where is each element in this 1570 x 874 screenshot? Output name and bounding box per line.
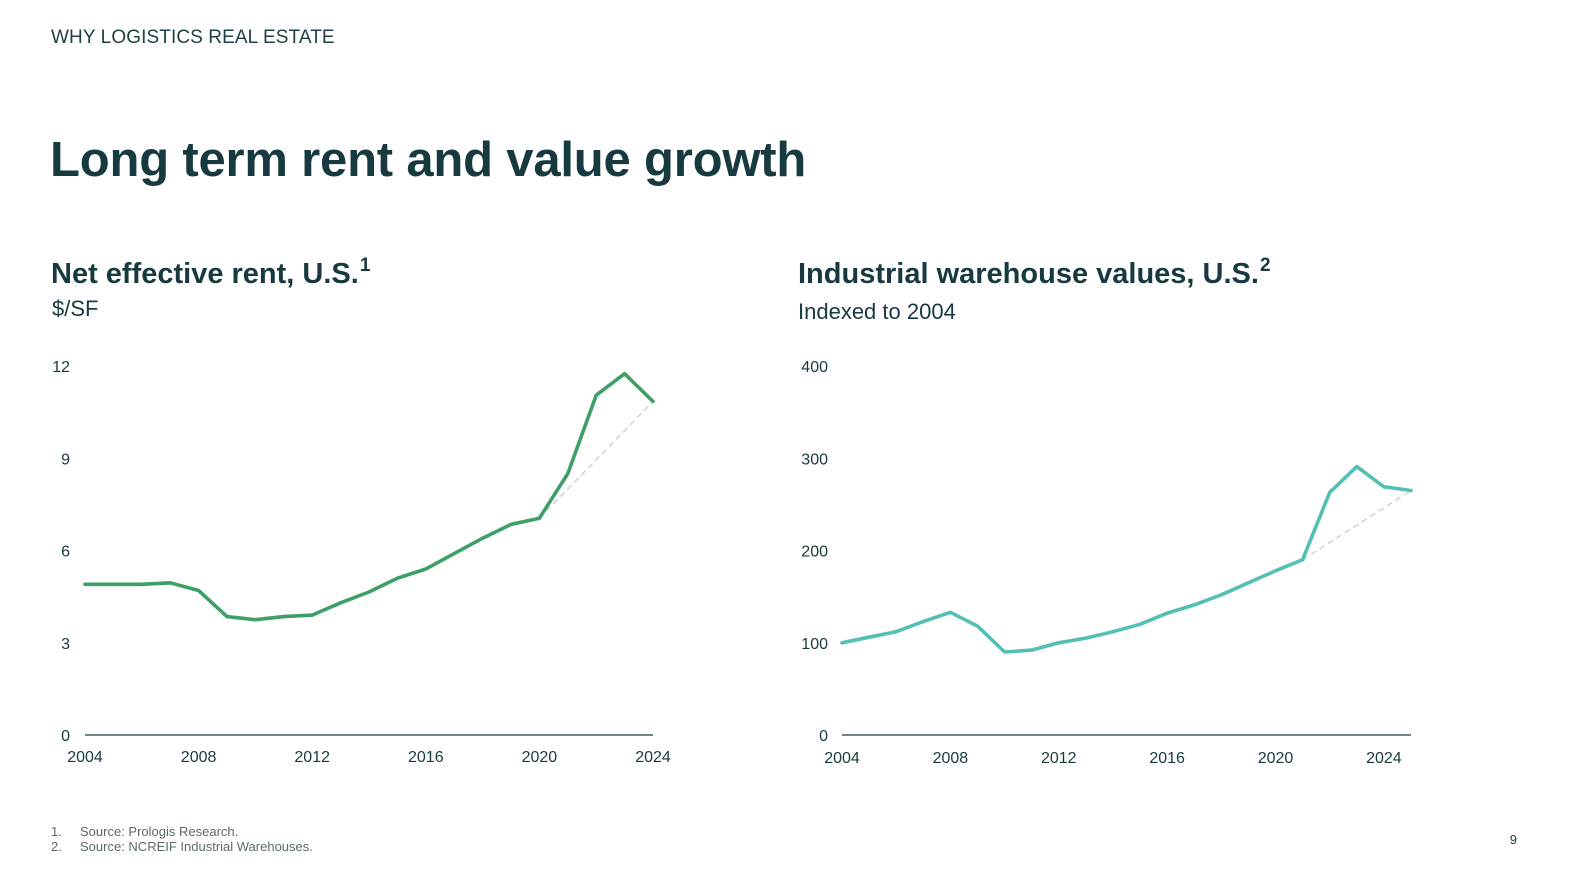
rent-chart-title-text: Net effective rent, U.S. xyxy=(51,258,359,290)
rent-chart-title: Net effective rent, U.S.1 xyxy=(51,255,371,291)
rent-data-point xyxy=(566,472,570,476)
values-data-point xyxy=(1219,593,1223,597)
rent-data-point xyxy=(509,522,513,527)
values-x-tick-label: 2020 xyxy=(1258,750,1294,767)
values-data-point xyxy=(894,630,898,634)
rent-trend-line xyxy=(538,400,654,519)
rent-data-point xyxy=(282,615,286,619)
values-data-point xyxy=(1084,636,1088,640)
rent-chart-subtitle: $/SF xyxy=(52,296,99,321)
values-chart-title: Industrial warehouse values, U.S.2 xyxy=(798,255,1271,291)
rent-data-point xyxy=(395,576,399,580)
values-data-point xyxy=(1355,465,1359,469)
rent-y-tick-label: 0 xyxy=(61,728,70,745)
footnote-1-text: Source: Prologis Research. xyxy=(80,824,239,839)
rent-x-tick-label: 2004 xyxy=(67,749,103,766)
rent-footnote-mark: 1 xyxy=(359,255,371,276)
footnote-2-number: 2. xyxy=(51,839,62,854)
values-data-point xyxy=(1246,581,1250,585)
footnote-2-text: Source: NCREIF Industrial Warehouses. xyxy=(80,839,313,854)
rent-data-point xyxy=(594,393,598,397)
rent-data-point xyxy=(651,399,655,403)
values-footnote-mark: 2 xyxy=(1259,255,1271,276)
rent-y-tick-label: 6 xyxy=(61,544,70,561)
values-y-tick-label: 300 xyxy=(801,451,828,468)
rent-y-tick-label: 3 xyxy=(61,636,70,653)
rent-x-tick-label: 2008 xyxy=(181,749,217,766)
values-y-tick-label: 100 xyxy=(801,636,828,653)
rent-data-point xyxy=(140,582,144,586)
values-data-point xyxy=(1382,485,1386,489)
rent-data-point xyxy=(168,581,172,585)
rent-data-point xyxy=(623,372,627,376)
values-trend-line xyxy=(1302,489,1412,561)
values-data-point xyxy=(867,635,871,639)
rent-data-point xyxy=(253,618,257,622)
values-data-point xyxy=(921,619,925,624)
values-data-point xyxy=(1301,558,1305,562)
rent-data-point xyxy=(424,567,428,571)
values-chart-subtitle: Indexed to 2004 xyxy=(798,299,956,324)
values-chart-title-text: Industrial warehouse values, U.S. xyxy=(798,258,1259,290)
rent-data-point xyxy=(481,536,485,540)
rent-y-tick-label: 12 xyxy=(52,359,70,376)
values-data-point xyxy=(840,641,844,645)
rent-x-tick-label: 2016 xyxy=(408,749,444,766)
rent-x-tick-label: 2020 xyxy=(522,749,558,766)
rent-data-point xyxy=(452,552,456,556)
values-series-line xyxy=(840,464,1413,654)
section-eyebrow: WHY LOGISTICS REAL ESTATE xyxy=(51,27,335,48)
values-y-tick-label: 200 xyxy=(801,544,828,561)
values-data-point xyxy=(1192,603,1196,607)
rent-data-point xyxy=(225,615,229,619)
rent-data-point xyxy=(537,516,542,520)
values-x-tick-label: 2004 xyxy=(824,750,860,767)
rent-x-tick-label: 2024 xyxy=(635,749,671,766)
values-y-tick-label: 0 xyxy=(819,728,828,745)
values-x-tick-label: 2024 xyxy=(1366,750,1402,767)
rent-data-point xyxy=(310,613,314,617)
values-data-point xyxy=(975,624,980,628)
values-data-point xyxy=(1138,622,1142,626)
values-data-point xyxy=(1409,488,1413,493)
rent-data-point xyxy=(339,601,343,605)
rent-data-point xyxy=(367,590,371,594)
values-x-tick-label: 2008 xyxy=(933,750,969,767)
rent-y-tick-label: 9 xyxy=(61,451,70,468)
values-data-point xyxy=(1328,490,1332,494)
values-data-point xyxy=(1111,630,1115,634)
rent-data-point xyxy=(197,588,201,593)
rent-data-point xyxy=(111,582,115,586)
footnotes: 1. Source: Prologis Research. 2. Source: N… xyxy=(51,824,313,854)
values-data-point xyxy=(1057,641,1061,645)
values-y-tick-label: 400 xyxy=(801,359,828,376)
footnote-1: 1. Source: Prologis Research. xyxy=(51,824,313,839)
rent-chart: 0 3 6 9 12 2004 2008 2012 2016 2020 2024 xyxy=(52,359,671,766)
values-chart: 0 100 200 300 400 2004 2008 2012 2016 2020 2024 xyxy=(801,359,1413,767)
values-x-tick-label: 2016 xyxy=(1149,750,1185,767)
values-data-point xyxy=(1030,648,1034,652)
values-data-point xyxy=(1003,650,1007,654)
page-title: Long term rent and value growth xyxy=(50,133,807,187)
rent-data-point xyxy=(83,582,87,586)
values-data-point xyxy=(1273,569,1278,573)
values-x-tick-label: 2012 xyxy=(1041,750,1077,767)
rent-x-tick-label: 2012 xyxy=(294,749,330,766)
footnote-2: 2. Source: NCREIF Industrial Warehouses. xyxy=(51,839,313,854)
page-number: 9 xyxy=(1509,832,1517,847)
values-data-point xyxy=(1165,611,1169,615)
values-data-point xyxy=(948,610,953,614)
footnote-1-number: 1. xyxy=(51,824,62,839)
